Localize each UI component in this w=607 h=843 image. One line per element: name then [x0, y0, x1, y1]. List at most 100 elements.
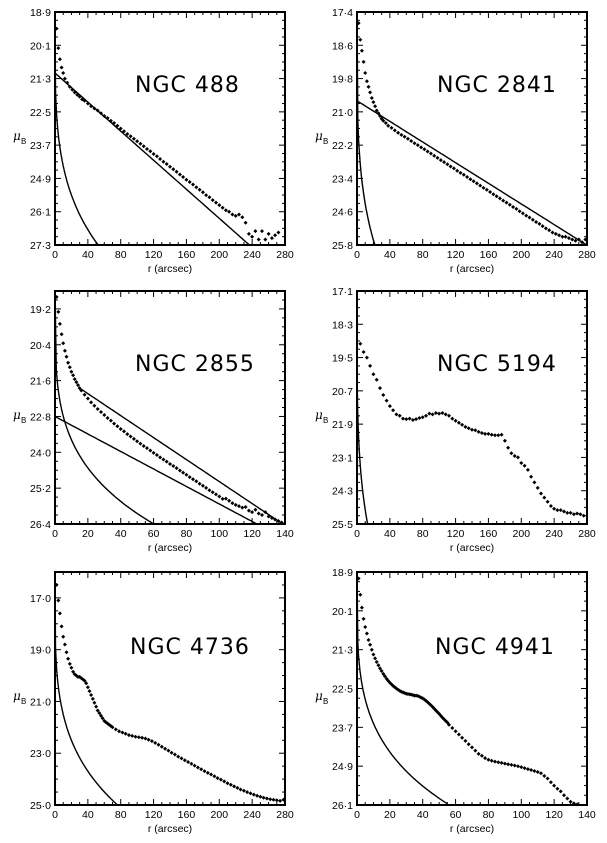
- data-point: [113, 727, 118, 732]
- data-point: [207, 488, 212, 493]
- data-point: [537, 221, 542, 226]
- data-point: [72, 90, 77, 95]
- data-point: [67, 661, 72, 666]
- data-point: [447, 413, 451, 418]
- data-point: [448, 164, 453, 169]
- data-point: [486, 757, 491, 762]
- x-tick-label: 280: [276, 809, 294, 821]
- data-point: [394, 412, 399, 417]
- data-point: [412, 141, 417, 146]
- data-point: [181, 470, 186, 475]
- x-tick-label: 200: [211, 809, 229, 821]
- data-point: [164, 459, 169, 464]
- data-point: [112, 121, 117, 125]
- data-point: [199, 767, 204, 772]
- data-point: [552, 506, 557, 511]
- plot-frame: [356, 290, 588, 525]
- chart-panel: 0 40 80 120 160 200 240 280 r (arcsec) 17·4 18·6 19…: [315, 7, 596, 275]
- y-tick-label: 20·7: [332, 386, 353, 398]
- data-point: [233, 213, 238, 218]
- data-point: [71, 373, 76, 378]
- data-point: [153, 740, 158, 745]
- data-point: [64, 354, 69, 359]
- data-point: [373, 656, 378, 661]
- data-point: [174, 466, 179, 471]
- x-tick-label: 160: [480, 528, 498, 540]
- data-point: [56, 598, 61, 603]
- x-tick-label: 200: [513, 528, 531, 540]
- data-point: [145, 446, 149, 451]
- data-point: [215, 776, 220, 781]
- data-point: [256, 237, 261, 242]
- x-tick-label: 280: [276, 249, 294, 261]
- data-point: [271, 797, 276, 802]
- model-curve-bulge: [357, 12, 376, 245]
- data-point: [218, 777, 223, 782]
- data-point: [135, 439, 140, 444]
- data-point: [399, 132, 404, 137]
- data-point: [535, 485, 540, 490]
- y-axis-subscript: B: [323, 137, 328, 146]
- data-point: [187, 475, 192, 480]
- data-point: [118, 126, 123, 131]
- data-point: [161, 159, 166, 164]
- data-point: [542, 495, 547, 500]
- data-point: [77, 386, 82, 391]
- data-point: [488, 190, 493, 194]
- data-point: [364, 631, 369, 636]
- y-tick-label: 23·1: [332, 452, 353, 464]
- data-point: [168, 462, 172, 466]
- data-point: [364, 355, 369, 360]
- data-point: [250, 234, 255, 239]
- data-point: [248, 791, 253, 796]
- data-point: [82, 98, 87, 103]
- data-point: [220, 205, 225, 210]
- data-point: [358, 341, 363, 346]
- data-point: [269, 236, 274, 241]
- data-point: [359, 605, 364, 610]
- y-tick-label: 25·2: [30, 483, 51, 495]
- x-axis-title: r (arcsec): [148, 542, 192, 554]
- y-tick-label: 25·5: [332, 519, 353, 531]
- data-point: [146, 737, 151, 742]
- data-point: [223, 208, 228, 213]
- data-point: [181, 175, 186, 179]
- data-point: [204, 193, 209, 198]
- data-point: [210, 198, 215, 203]
- data-point: [212, 774, 217, 779]
- data-point: [578, 512, 583, 517]
- y-tick-label: 19·0: [30, 645, 51, 657]
- data-point: [245, 790, 250, 795]
- data-point: [471, 179, 476, 184]
- data-point: [69, 665, 74, 670]
- data-point: [402, 134, 407, 139]
- data-point: [156, 742, 161, 747]
- data-point: [57, 57, 62, 62]
- data-point: [97, 711, 102, 716]
- data-point: [507, 202, 512, 207]
- data-point: [169, 750, 174, 755]
- y-tick-label: 24·9: [332, 761, 353, 773]
- data-point: [481, 185, 486, 190]
- data-point: [123, 731, 128, 736]
- data-point: [359, 48, 364, 53]
- data-point: [479, 753, 484, 758]
- data-point: [214, 200, 218, 205]
- data-point: [228, 782, 233, 787]
- data-point: [401, 416, 405, 421]
- x-tick-label: 0: [52, 809, 58, 821]
- x-tick-label: 280: [578, 528, 596, 540]
- data-point: [70, 87, 75, 92]
- data-point: [570, 237, 575, 242]
- y-tick-label: 25·8: [332, 240, 353, 252]
- data-point: [568, 799, 573, 804]
- data-point: [417, 416, 422, 420]
- x-tick-label: 240: [243, 809, 261, 821]
- data-point: [517, 209, 522, 214]
- data-point: [407, 416, 412, 421]
- galaxy-label: NGC 5194: [437, 352, 557, 377]
- data-point: [222, 779, 227, 784]
- data-point: [56, 309, 61, 314]
- x-tick-label: 120: [447, 528, 465, 540]
- data-point: [210, 490, 215, 495]
